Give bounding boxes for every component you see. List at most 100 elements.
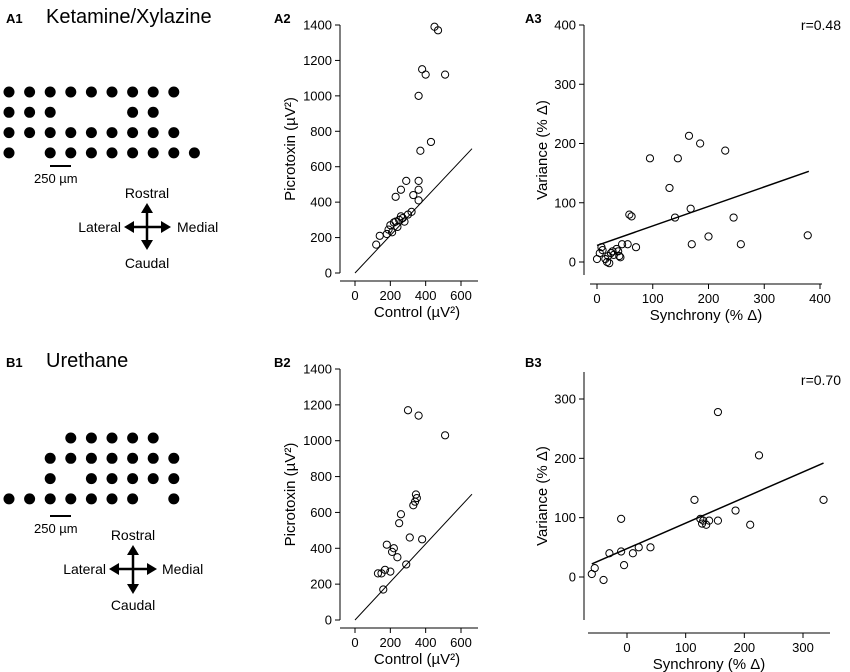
- y-axis-label: Picrotoxin (µV²): [282, 97, 299, 201]
- electrode-dot: [24, 127, 36, 139]
- data-point: [396, 185, 406, 194]
- electrode-dot: [85, 432, 97, 444]
- y-tick-label: 200: [310, 230, 332, 245]
- y-tick-label: 1000: [303, 88, 332, 103]
- identity-line: [354, 148, 473, 274]
- panel-label-b1: B1: [6, 355, 23, 370]
- data-point: [705, 516, 714, 525]
- y-tick-label: 400: [554, 18, 576, 33]
- x-tick-label: 200: [379, 288, 401, 303]
- electrode-dot: [65, 493, 77, 505]
- electrode-dot: [65, 432, 77, 444]
- x-tick-label: 200: [379, 635, 401, 650]
- data-point: [754, 451, 764, 460]
- data-point: [382, 540, 391, 549]
- electrode-dot: [127, 127, 139, 139]
- panel-label-b2: B2: [274, 355, 291, 370]
- x-tick-label: 0: [623, 640, 630, 655]
- x-tick-label: 200: [698, 291, 720, 306]
- data-point: [721, 146, 730, 155]
- direction-arrows-a1: [124, 203, 171, 250]
- data-point: [412, 493, 421, 503]
- correlation-label: r=0.70: [801, 372, 841, 388]
- x-tick-label: 200: [733, 640, 755, 655]
- data-point: [421, 70, 430, 79]
- data-point: [704, 232, 713, 241]
- electrode-dot: [44, 473, 56, 485]
- y-tick-label: 800: [310, 124, 332, 139]
- electrode-dot: [168, 493, 180, 505]
- electrode-dot: [106, 86, 118, 98]
- data-point: [616, 253, 625, 262]
- data-point: [684, 131, 694, 140]
- data-point: [731, 506, 740, 515]
- electrode-dot: [65, 86, 77, 98]
- electrode-dot: [127, 432, 139, 444]
- y-tick-label: 100: [554, 195, 576, 210]
- data-point: [400, 217, 409, 226]
- electrode-dot: [65, 452, 77, 464]
- data-point: [402, 176, 411, 185]
- direction-lateral-a1: Lateral: [78, 219, 121, 235]
- y-tick-label: 1400: [303, 362, 332, 377]
- data-point: [409, 190, 418, 200]
- data-point: [670, 213, 680, 222]
- x-tick-label: 0: [351, 288, 358, 303]
- y-tick-label: 1400: [303, 18, 332, 33]
- data-point: [391, 192, 400, 201]
- x-tick-label: 600: [450, 635, 472, 650]
- electrode-dot: [44, 493, 56, 505]
- electrode-dot: [168, 452, 180, 464]
- y-tick-label: 600: [310, 505, 332, 520]
- data-point: [372, 240, 381, 249]
- data-point: [382, 229, 391, 239]
- electrode-dot: [24, 493, 36, 505]
- data-point: [646, 543, 655, 552]
- panel-label-a3: A3: [525, 11, 542, 26]
- data-point: [617, 514, 626, 523]
- electrode-dot: [24, 86, 36, 98]
- data-point: [665, 183, 674, 193]
- data-point: [416, 146, 425, 155]
- electrode-dot: [85, 473, 97, 485]
- y-tick-label: 0: [569, 255, 576, 270]
- x-axis-label: Synchrony (% Δ): [650, 307, 763, 324]
- x-tick-label: 100: [675, 640, 697, 655]
- x-tick-label: 300: [753, 291, 775, 306]
- y-tick-label: 200: [554, 451, 576, 466]
- panel-label-a2: A2: [274, 11, 291, 26]
- electrode-dot: [168, 127, 180, 139]
- electrode-dot: [127, 147, 139, 159]
- scale-bar-label-a1: 250 µm: [34, 171, 78, 186]
- electrode-dot: [106, 432, 118, 444]
- electrode-dot: [44, 86, 56, 98]
- data-point: [414, 176, 423, 185]
- data-point: [713, 516, 723, 525]
- electrode-dot: [147, 106, 159, 118]
- data-point: [388, 228, 397, 237]
- data-point: [418, 65, 427, 74]
- scale-bar-label-b1: 250 µm: [34, 521, 78, 536]
- fit-line: [591, 462, 824, 565]
- electrode-dot: [24, 106, 36, 118]
- identity-line: [354, 493, 473, 621]
- data-point: [623, 240, 632, 249]
- data-point: [617, 240, 627, 249]
- electrode-dot: [44, 106, 56, 118]
- data-point: [590, 564, 599, 573]
- y-tick-label: 400: [310, 195, 332, 210]
- data-point: [599, 575, 608, 585]
- electrode-dot: [147, 452, 159, 464]
- data-point: [411, 490, 421, 499]
- y-tick-label: 200: [310, 577, 332, 592]
- electrode-dot: [188, 147, 200, 159]
- data-point: [407, 207, 416, 216]
- direction-rostral-a1: Rostral: [125, 185, 169, 201]
- y-axis-label: Picrotoxin (µV²): [282, 443, 299, 547]
- data-point: [617, 547, 626, 556]
- data-point: [713, 407, 723, 417]
- data-point: [396, 510, 406, 519]
- data-point: [627, 212, 636, 221]
